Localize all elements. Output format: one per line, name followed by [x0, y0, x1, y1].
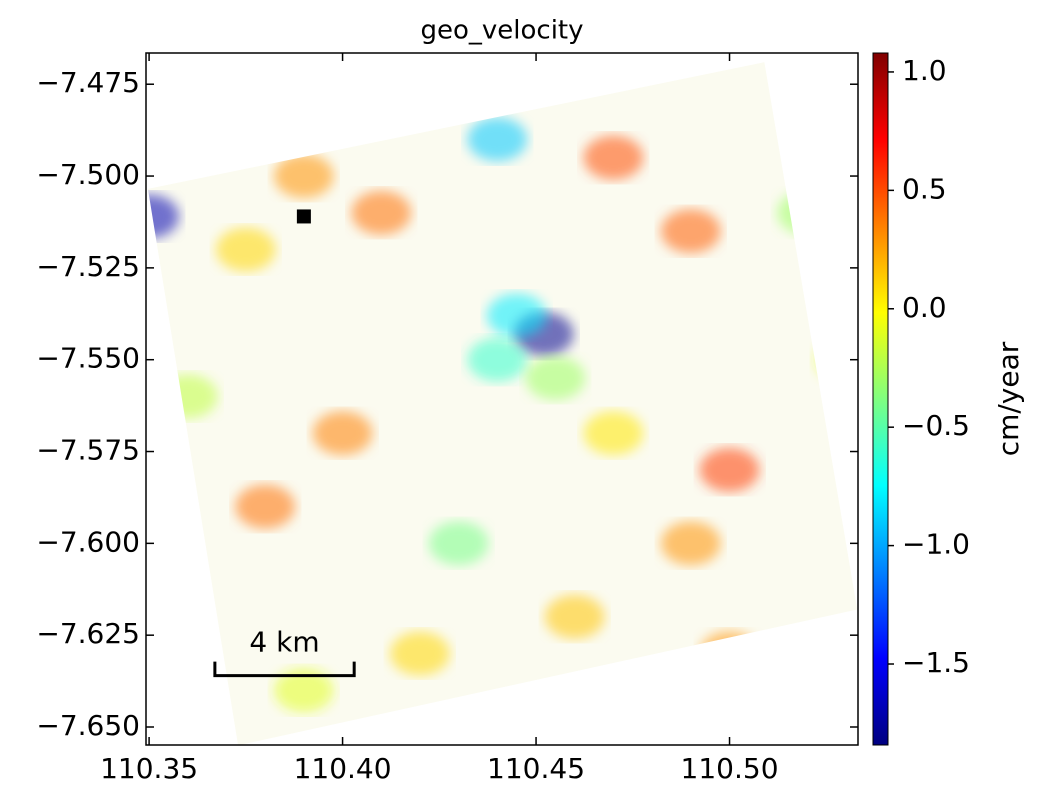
velocity-sample: [428, 521, 489, 566]
y-tick-label: −7.600: [36, 525, 140, 558]
velocity-sample: [467, 117, 528, 162]
velocity-sample: [544, 594, 605, 639]
y-tick-label: −7.575: [36, 434, 140, 467]
velocity-sample: [660, 521, 721, 566]
y-tick-label: −7.550: [36, 342, 140, 375]
colorbar-tick-label: 1.0: [902, 54, 947, 87]
velocity-sample: [583, 411, 644, 456]
x-tick-label: 110.45: [487, 752, 585, 785]
velocity-sample: [389, 631, 450, 676]
y-tick-label: −7.650: [36, 709, 140, 742]
velocity-sample: [699, 447, 760, 492]
x-tick-label: 110.50: [681, 752, 779, 785]
colorbar-tick-label: 0.5: [902, 172, 947, 205]
chart-title: geo_velocity: [420, 16, 583, 46]
x-tick-label: 110.35: [100, 752, 198, 785]
velocity-sample: [351, 190, 412, 235]
velocity-sample: [776, 190, 837, 235]
velocity-sample: [157, 374, 218, 419]
velocity-sample: [273, 668, 334, 713]
velocity-sample: [660, 209, 721, 254]
velocity-sample: [699, 631, 760, 676]
scale-bar: [213, 661, 356, 678]
scale-bar-label: 4 km: [249, 626, 319, 659]
velocity-sample: [583, 135, 644, 180]
x-tick-label: 110.40: [294, 752, 392, 785]
colorbar-tick-label: −0.5: [902, 409, 970, 442]
velocity-sample: [467, 337, 528, 382]
y-tick-label: −7.525: [36, 250, 140, 283]
velocity-sample: [215, 227, 276, 272]
velocity-sample: [815, 337, 858, 382]
colorbar-label: cm/year: [992, 341, 1025, 456]
y-tick-label: −7.625: [36, 617, 140, 650]
velocity-sample: [273, 154, 334, 199]
colorbar-tick-label: −1.5: [902, 646, 970, 679]
y-tick-label: −7.475: [36, 66, 140, 99]
plot-frame: [145, 52, 859, 746]
colorbar-tick-label: −1.0: [902, 528, 970, 561]
colorbar: [872, 52, 889, 746]
velocity-sample: [235, 484, 296, 529]
velocity-sample: [486, 293, 547, 338]
velocity-sample: [525, 356, 586, 401]
velocity-sample: [147, 194, 180, 239]
y-tick-label: −7.500: [36, 158, 140, 191]
colorbar-tick-label: 0.0: [902, 291, 947, 324]
marker: [296, 209, 311, 224]
velocity-sample: [312, 411, 373, 456]
